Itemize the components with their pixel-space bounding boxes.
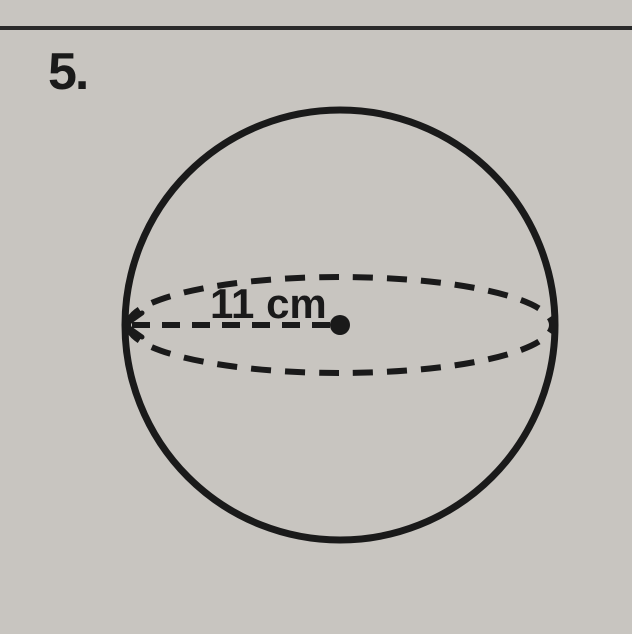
radius-label: 11 cm (210, 280, 327, 328)
sphere-diagram (110, 95, 570, 555)
sphere-svg (110, 95, 570, 555)
section-divider (0, 0, 632, 30)
center-point (330, 315, 350, 335)
problem-number: 5. (48, 42, 87, 102)
worksheet-page: 5. 11 cm (0, 0, 632, 634)
